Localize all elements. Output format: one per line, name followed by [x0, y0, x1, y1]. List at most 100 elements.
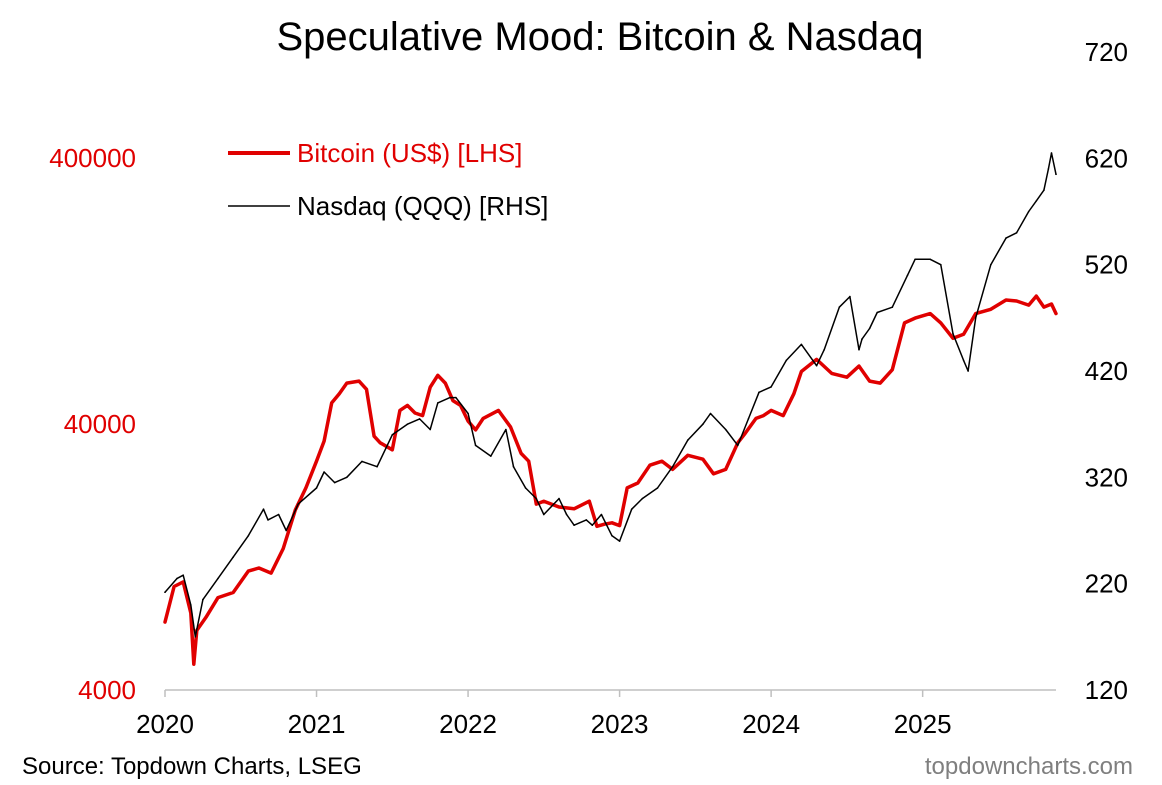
right-tick-label: 420: [1085, 356, 1128, 386]
bitcoin-point: [543, 500, 545, 503]
nasdaq-point: [449, 396, 451, 399]
nasdaq-point: [656, 487, 659, 489]
bitcoin-point: [793, 392, 795, 395]
nasdaq-point: [891, 306, 894, 309]
series-layer: [163, 152, 1058, 666]
nasdaq-point: [474, 444, 477, 447]
bitcoin-point: [527, 460, 530, 463]
bitcoin-point: [182, 581, 184, 583]
nasdaq-point: [262, 508, 265, 511]
bitcoin-point: [497, 409, 500, 412]
bitcoin-point: [282, 547, 285, 550]
nasdaq-point: [467, 412, 469, 415]
bitcoin-point: [429, 386, 432, 389]
nasdaq-point: [1015, 232, 1018, 234]
bitcoin-point: [406, 404, 409, 407]
bitcoin-point: [270, 572, 272, 574]
nasdaq-point: [630, 508, 633, 511]
bitcoin-point: [962, 333, 965, 336]
nasdaq-point: [687, 439, 689, 441]
bitcoin-point: [687, 454, 689, 457]
nasdaq-point: [1035, 200, 1038, 202]
nasdaq-line: [164, 152, 1057, 638]
bitcoin-point: [305, 487, 307, 489]
bitcoin-point: [649, 464, 651, 467]
nasdaq-point: [868, 327, 871, 330]
nasdaq-point: [202, 598, 204, 601]
nasdaq-point: [709, 412, 712, 415]
left-tick-label: 40000: [64, 409, 136, 439]
bitcoin-point: [661, 460, 663, 463]
nasdaq-point: [967, 370, 969, 372]
nasdaq-point: [876, 311, 878, 314]
bitcoin-point: [846, 376, 848, 379]
nasdaq-point: [838, 306, 841, 309]
nasdaq-point: [437, 402, 439, 404]
source-note: Source: Topdown Charts, LSEG: [22, 753, 362, 780]
bitcoin-point: [611, 522, 613, 524]
bitcoin-point: [379, 442, 382, 444]
bitcoin-point: [358, 380, 360, 382]
bitcoin-point: [762, 414, 765, 417]
nasdaq-point: [1005, 237, 1007, 239]
nasdaq-point: [217, 577, 219, 580]
nasdaq-point: [277, 513, 280, 516]
nasdaq-point: [858, 348, 860, 351]
bitcoin-point: [1027, 304, 1030, 306]
bitcoin-point: [258, 567, 260, 569]
right-tick-label: 120: [1085, 675, 1128, 705]
x-axis-ticks: 2020 2021 2022 2023 2024 2025: [136, 690, 952, 739]
bitcoin-point: [990, 308, 992, 311]
bitcoin-point: [414, 412, 416, 414]
bitcoin-point: [315, 460, 318, 463]
bitcoin-point: [712, 473, 715, 475]
nasdaq-point: [232, 556, 234, 558]
bitcoin-point: [588, 500, 591, 503]
nasdaq-point: [600, 513, 603, 516]
bitcoin-point: [702, 458, 704, 461]
bitcoin-point: [421, 414, 424, 417]
nasdaq-point: [164, 591, 166, 593]
bitcoin-point: [1043, 306, 1045, 308]
nasdaq-point: [618, 540, 621, 542]
bitcoin-point: [452, 399, 454, 402]
nasdaq-point: [702, 423, 704, 426]
bitcoin-point: [603, 523, 606, 525]
bitcoin-point: [770, 409, 772, 412]
nasdaq-point: [418, 418, 421, 420]
nasdaq-point: [962, 359, 965, 362]
nasdaq-point: [267, 519, 269, 521]
bitcoin-point: [755, 417, 757, 420]
nasdaq-point: [429, 428, 432, 431]
nasdaq-point: [737, 444, 739, 447]
nasdaq-point: [815, 364, 818, 367]
nasdaq-point: [990, 263, 992, 266]
nasdaq-point: [929, 258, 931, 261]
right-tick-label: 520: [1085, 250, 1128, 280]
bitcoin-point: [164, 621, 166, 623]
bitcoin-point: [891, 368, 894, 371]
nasdaq-point: [770, 386, 772, 388]
bitcoin-point: [474, 429, 477, 431]
bitcoin-point: [232, 591, 234, 594]
bitcoin-point: [399, 409, 401, 412]
nasdaq-point: [376, 465, 378, 468]
left-tick-label: 4000: [78, 675, 136, 705]
bitcoin-point: [365, 388, 368, 391]
bitcoin-point: [193, 663, 195, 665]
nasdaq-point: [333, 481, 336, 484]
nasdaq-point: [611, 535, 613, 537]
x-tick-label: 2025: [894, 709, 952, 739]
nasdaq-point: [524, 487, 527, 489]
nasdaq-point: [573, 524, 575, 526]
legend-label-bitcoin: Bitcoin (US$) [LHS]: [297, 138, 522, 168]
left-axis-ticks: 4000 40000 400000: [49, 143, 136, 705]
nasdaq-point: [455, 396, 457, 399]
right-tick-label: 320: [1085, 462, 1128, 492]
nasdaq-point: [194, 636, 197, 638]
bitcoin-point: [952, 337, 954, 340]
nasdaq-point: [1047, 168, 1050, 170]
bitcoin-point: [879, 382, 881, 384]
bitcoin-point: [173, 585, 175, 588]
nasdaq-point: [585, 519, 588, 521]
